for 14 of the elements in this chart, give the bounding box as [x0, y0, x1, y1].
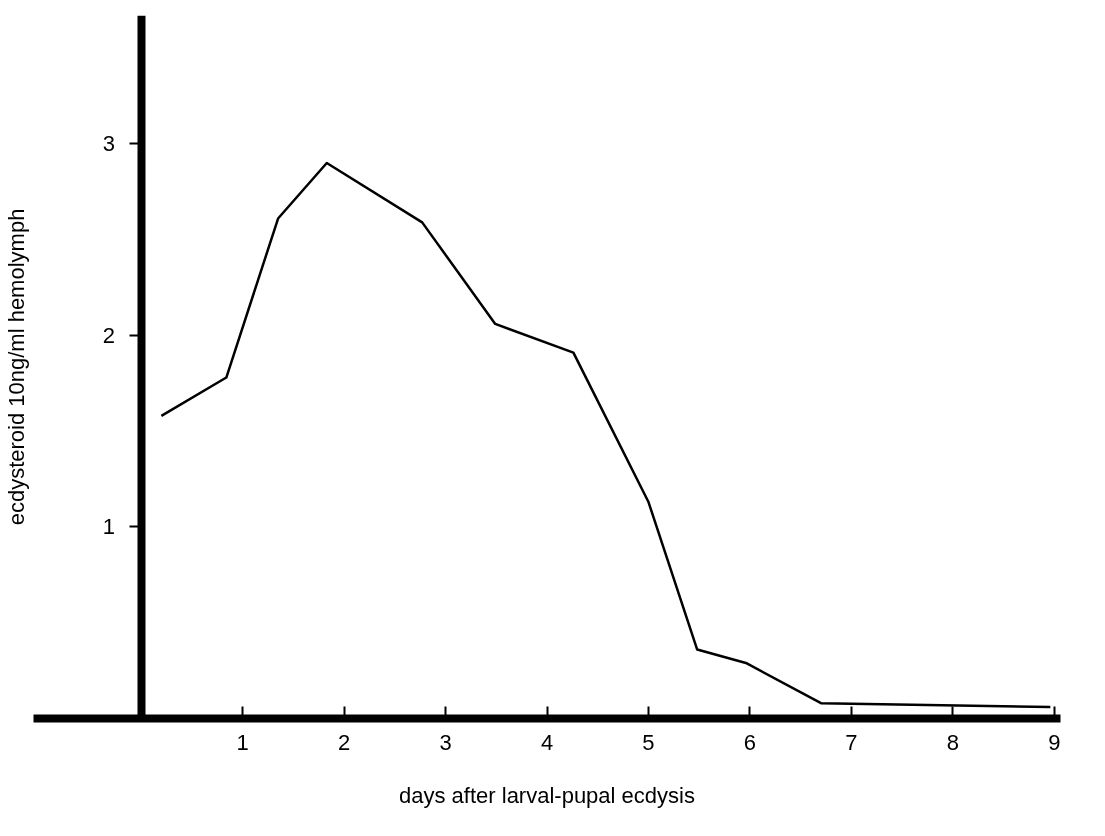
x-tick-label: 2: [337, 729, 351, 755]
y-tick-label: 2: [102, 322, 116, 348]
x-tick-label: 9: [1048, 729, 1061, 755]
x-tick-label: 5: [642, 729, 655, 755]
x-tick-label: 1: [236, 729, 249, 755]
x-tick-label: 6: [743, 729, 757, 755]
x-tick-label: 8: [946, 729, 960, 755]
x-tick-label: 4: [540, 729, 554, 755]
y-tick-label: 1: [102, 514, 116, 540]
y-tick-label: 3: [102, 131, 116, 157]
x-axis-title: days after larval-pupal ecdysis: [399, 782, 695, 808]
y-axis-title: ecdysteroid 10ng/ml hemolymph: [3, 208, 29, 526]
x-tick-label: 7: [845, 729, 858, 755]
x-tick-label: 3: [439, 729, 452, 755]
